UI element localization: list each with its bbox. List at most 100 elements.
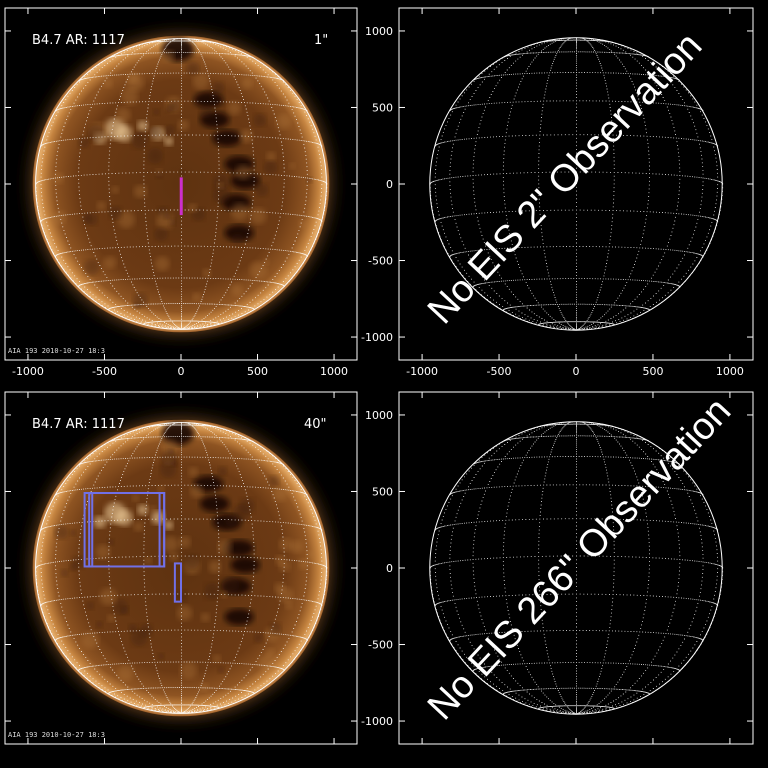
disk-texture (86, 601, 95, 610)
y-tick-label: 500 (372, 101, 393, 114)
disk-texture (184, 554, 200, 570)
disk-texture (231, 233, 244, 246)
image-timestamp: AIA 193 2010-10-27 18:3 (8, 347, 105, 355)
disk-texture (107, 538, 115, 546)
y-tick-label: 1000 (365, 409, 393, 422)
coronal-hole (224, 224, 254, 242)
disk-texture (83, 259, 100, 276)
y-tick-label: 500 (372, 485, 393, 498)
disk-texture (284, 601, 293, 610)
disk-texture (231, 203, 249, 221)
disk-texture (212, 186, 231, 204)
disk-texture (179, 536, 191, 548)
disk-texture (81, 631, 99, 649)
disk-texture (186, 61, 200, 76)
x-tick-label: -1000 (12, 365, 44, 378)
y-tick-label: 0 (386, 562, 393, 575)
disk-texture (153, 108, 160, 116)
disk-texture (232, 504, 251, 522)
active-region-glow (137, 120, 149, 132)
disk-texture (219, 590, 228, 598)
panel-top-right: -1000 -500 0 500 1000 -1000 -500 0 500 1000 No EI… (361, 7, 754, 378)
heliographic-grid (429, 37, 724, 331)
coronal-hole (193, 91, 224, 109)
disk-texture (157, 484, 165, 493)
ticks-top-right: -1000 -500 0 500 1000 -1000 -500 0 500 1000 (361, 8, 753, 378)
disk-texture (188, 466, 199, 477)
disk-texture (133, 302, 141, 310)
disk-texture (168, 100, 180, 112)
no-observation-text: No EIS 266" Observation (420, 390, 739, 728)
disk-texture (298, 220, 307, 229)
disk-texture (168, 448, 175, 456)
disk-texture (133, 521, 144, 532)
disk-texture (212, 81, 225, 94)
disk-texture (69, 563, 78, 572)
disk-texture (52, 210, 67, 225)
active-region-glow (115, 125, 133, 142)
disk-texture (269, 622, 282, 636)
disk-texture (241, 77, 253, 89)
no-observation-text: No EIS 2" Observation (420, 25, 711, 332)
disk-texture (157, 652, 165, 660)
heliographic-grid (35, 422, 328, 714)
disk-texture (60, 569, 69, 577)
disk-texture (192, 292, 201, 302)
disk-texture (96, 201, 106, 211)
raster-boxes-bottom-left (83, 492, 183, 603)
disk-texture (198, 105, 213, 119)
disk-texture (217, 182, 224, 189)
disk-texture (254, 183, 269, 197)
disk-texture (117, 664, 135, 681)
x-tick-label: 0 (573, 365, 580, 378)
disk-texture (239, 129, 254, 143)
y-tick-label: 1000 (365, 25, 393, 38)
active-region-glow (93, 515, 107, 529)
panel-top-left: -1000 -500 0 500 1000 B4.7 AR: 1117 1" AIA 1… (4, 7, 358, 378)
active-region-glow (164, 520, 174, 530)
disk-texture (163, 212, 171, 220)
coronal-hole (212, 129, 242, 147)
disk-texture (95, 620, 103, 628)
coronal-hole (199, 495, 230, 512)
coronal-hole (224, 608, 254, 626)
disk-texture (200, 612, 210, 622)
disk-texture (221, 575, 240, 594)
disk-texture (179, 169, 186, 176)
disk-texture (154, 256, 170, 271)
disk-texture (133, 184, 147, 198)
eis-raster-box (179, 177, 183, 216)
grid-bottom-left (35, 422, 328, 714)
disk-texture (117, 211, 135, 229)
disk-texture (278, 560, 291, 572)
disk-texture (154, 227, 169, 242)
disk-texture (84, 212, 98, 226)
disk-texture (217, 539, 233, 555)
x-tick-label: 1000 (320, 365, 348, 378)
disk-texture (227, 101, 242, 116)
disk-texture (217, 666, 225, 674)
disk-texture (202, 268, 212, 278)
eis-raster-box (173, 562, 183, 603)
disk-texture (103, 256, 117, 269)
disk-texture (278, 537, 293, 552)
disk-texture (164, 124, 176, 136)
disk-texture (99, 588, 117, 606)
disk-texture (235, 164, 251, 180)
panel-bottom-right: -1000 -500 0 500 1000 No EIS 266" Observatio… (361, 390, 754, 745)
disk-texture (290, 540, 304, 554)
disk-texture (305, 550, 315, 559)
grid-bottom-right (429, 421, 724, 715)
disk-texture (121, 88, 139, 106)
y-tick-label: -500 (368, 639, 393, 652)
disk-texture (268, 475, 280, 487)
disk-texture (258, 654, 276, 672)
grid-top-right (429, 37, 724, 331)
x-tick-label: -1000 (406, 365, 438, 378)
y-tick-label: -1000 (361, 715, 393, 728)
disk-texture (263, 160, 278, 175)
grid-top-left (35, 38, 328, 330)
flare-class-label: B4.7 AR: 1117 (32, 33, 125, 48)
disk-texture (132, 494, 140, 502)
